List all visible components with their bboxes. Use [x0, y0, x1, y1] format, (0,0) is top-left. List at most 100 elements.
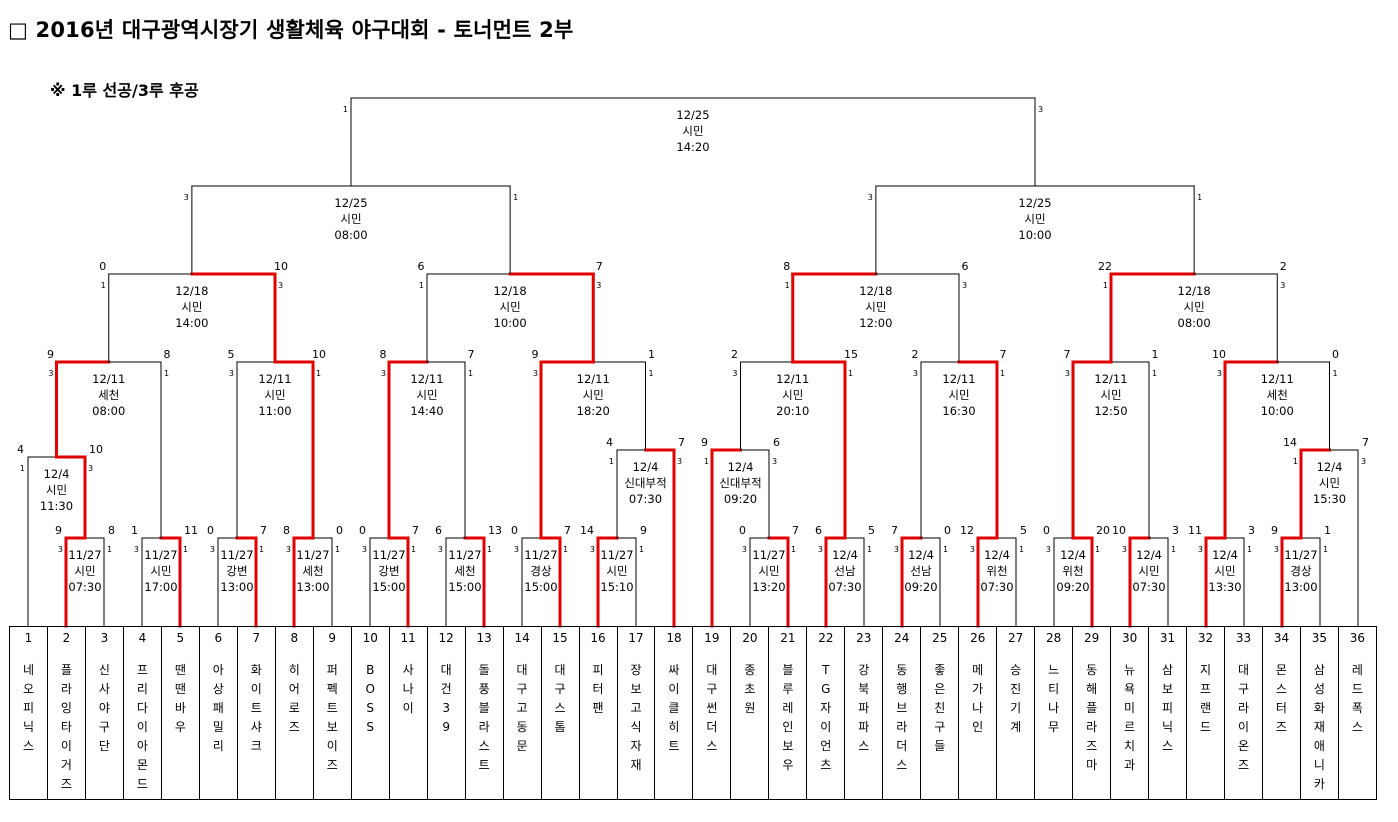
- score-left: 8: [380, 348, 387, 361]
- match-venue: 시민: [74, 564, 95, 578]
- base-side-left: 1: [1293, 457, 1298, 466]
- team-name: 삼보피닉스: [1162, 663, 1174, 753]
- score-right: 0: [1332, 348, 1339, 361]
- team-number: 26: [970, 631, 986, 645]
- team-name: 프리다이아몬드: [136, 663, 148, 791]
- team-cell-19: 19 대구썬더스: [693, 627, 732, 799]
- team-cell-33: 33 대구라이온즈: [1225, 627, 1263, 799]
- score-left: 12: [960, 524, 974, 537]
- score-left: 9: [55, 524, 62, 537]
- score-left: 5: [228, 348, 235, 361]
- base-side-right: 3: [1280, 281, 1285, 290]
- match-date: 11/27: [1284, 548, 1317, 562]
- base-side-left: 3: [533, 369, 538, 378]
- score-right: 8: [164, 348, 171, 361]
- team-number: 20: [742, 631, 758, 645]
- score-right: 3: [1248, 524, 1255, 537]
- score-right: 7: [1000, 348, 1007, 361]
- team-cell-6: 6 아상패밀리: [200, 627, 238, 799]
- team-name: TG자이언츠: [820, 663, 832, 772]
- team-number: 23: [856, 631, 872, 645]
- base-side-right: 1: [1000, 369, 1005, 378]
- base-side-left: 3: [184, 193, 189, 202]
- score-right: 5: [1020, 524, 1027, 537]
- match-venue: 시민: [583, 388, 604, 402]
- match-date: 12/4: [633, 460, 659, 474]
- team-cell-17: 17 장보고식자재: [618, 627, 656, 799]
- match-date: 11/27: [752, 548, 785, 562]
- team-number: 22: [818, 631, 834, 645]
- base-side-right: 1: [943, 545, 948, 554]
- score-left: 6: [815, 524, 822, 537]
- base-side-left: 3: [868, 193, 873, 202]
- match-date: 11/27: [448, 548, 481, 562]
- base-side-right: 1: [1333, 369, 1338, 378]
- match-time: 09:20: [1056, 580, 1089, 594]
- base-side-right: 1: [1171, 545, 1176, 554]
- score-right: 3: [1172, 524, 1179, 537]
- team-name: 대구썬더스: [706, 663, 718, 753]
- base-side-right: 1: [411, 545, 416, 554]
- team-name: 좋은친구들: [934, 663, 946, 753]
- team-number: 14: [514, 631, 530, 645]
- match-time: 11:00: [258, 404, 291, 418]
- team-number: 27: [1008, 631, 1024, 645]
- score-left: 0: [739, 524, 746, 537]
- score-right: 9: [640, 524, 647, 537]
- team-number: 28: [1046, 631, 1062, 645]
- score-left: 0: [1043, 524, 1050, 537]
- team-cell-26: 26 메가나인: [959, 627, 998, 799]
- team-name: 블루레인보우: [782, 663, 794, 772]
- match-venue: 강변: [226, 564, 247, 578]
- base-side-right: 3: [1038, 105, 1043, 114]
- match-time: 13:30: [1208, 580, 1241, 594]
- base-side-left: 1: [609, 457, 614, 466]
- score-right: 7: [1362, 436, 1369, 449]
- base-side-left: 3: [286, 545, 291, 554]
- match-date: 12/11: [776, 372, 809, 386]
- match-date: 12/18: [859, 284, 892, 298]
- match-venue: 신대부적: [624, 476, 666, 490]
- team-name: 피터팬: [592, 663, 604, 715]
- team-table: 1 네오피닉스 2 플라잉타이거즈 3 신사야구단 4 프리다이아몬드 5 땐땐바우 6 아상패밀리 7…: [9, 626, 1377, 800]
- match-venue: 위천: [986, 564, 1007, 578]
- base-side-left: 3: [1046, 545, 1051, 554]
- team-name: 대구고동문: [516, 663, 528, 753]
- match-venue: 선남: [910, 564, 932, 578]
- base-side-left: 3: [229, 369, 234, 378]
- team-cell-34: 34 몬스터즈: [1263, 627, 1301, 799]
- match-venue: 시민: [1138, 564, 1159, 578]
- match-time: 07:30: [1132, 580, 1165, 594]
- team-number: 36: [1349, 631, 1366, 645]
- team-number: 16: [590, 631, 606, 645]
- base-side-left: 3: [1065, 369, 1070, 378]
- base-side-right: 1: [183, 545, 188, 554]
- base-side-right: 3: [278, 281, 283, 290]
- team-cell-4: 4 프리다이아몬드: [124, 627, 162, 799]
- match-venue: 세천: [454, 564, 475, 578]
- match-time: 08:00: [334, 228, 367, 242]
- score-right: 7: [468, 348, 475, 361]
- team-cell-35: 35 삼성화재애니카: [1301, 627, 1339, 799]
- score-right: 7: [678, 436, 685, 449]
- score-left: 9: [47, 348, 54, 361]
- match-time: 14:20: [676, 140, 709, 154]
- score-left: 10: [1212, 348, 1226, 361]
- team-number: 18: [666, 631, 682, 645]
- score-left: 8: [283, 524, 290, 537]
- match-time: 13:00: [220, 580, 253, 594]
- team-cell-28: 28 느티나무: [1035, 627, 1074, 799]
- team-cell-29: 29 동해플라즈마: [1073, 627, 1112, 799]
- match-venue: 세천: [98, 388, 119, 402]
- team-cell-3: 3 신사야구단: [86, 627, 124, 799]
- team-name: 대건39: [440, 663, 452, 734]
- team-cell-11: 11 사나이: [390, 627, 428, 799]
- match-venue: 시민: [340, 212, 361, 226]
- match-time: 09:20: [904, 580, 937, 594]
- match-time: 07:30: [980, 580, 1013, 594]
- match-date: 12/4: [984, 548, 1010, 562]
- team-cell-7: 7 화이트샤크: [238, 627, 276, 799]
- team-name: 퍼펙트보이즈: [326, 663, 338, 772]
- team-number: 25: [932, 631, 948, 645]
- match-venue: 세천: [302, 564, 323, 578]
